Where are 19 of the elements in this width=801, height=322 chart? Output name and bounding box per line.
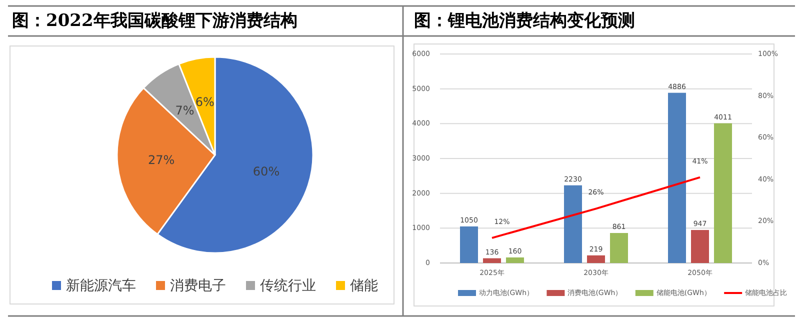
bar bbox=[483, 258, 501, 263]
legend-label: 消费电子 bbox=[170, 278, 226, 294]
bar bbox=[714, 123, 732, 263]
chart-title: 图：2022年我国碳酸锂下游消费结构 bbox=[12, 11, 298, 31]
data-label: 6% bbox=[195, 95, 214, 110]
bar bbox=[460, 226, 478, 263]
legend-label: 储能 bbox=[350, 278, 378, 294]
data-label: 60% bbox=[252, 164, 280, 179]
data-label: 7% bbox=[175, 103, 194, 118]
bar bbox=[564, 185, 582, 263]
bar bbox=[587, 255, 605, 263]
bar bbox=[506, 257, 524, 263]
bar bbox=[691, 230, 709, 263]
bar bbox=[610, 233, 628, 263]
legend-label: 传统行业 bbox=[260, 278, 316, 294]
legend-label: 新能源汽车 bbox=[66, 278, 136, 294]
bar bbox=[668, 92, 686, 263]
data-label: 27% bbox=[148, 153, 175, 168]
chart-title: 图：锂电池消费结构变化预测 bbox=[414, 11, 635, 31]
